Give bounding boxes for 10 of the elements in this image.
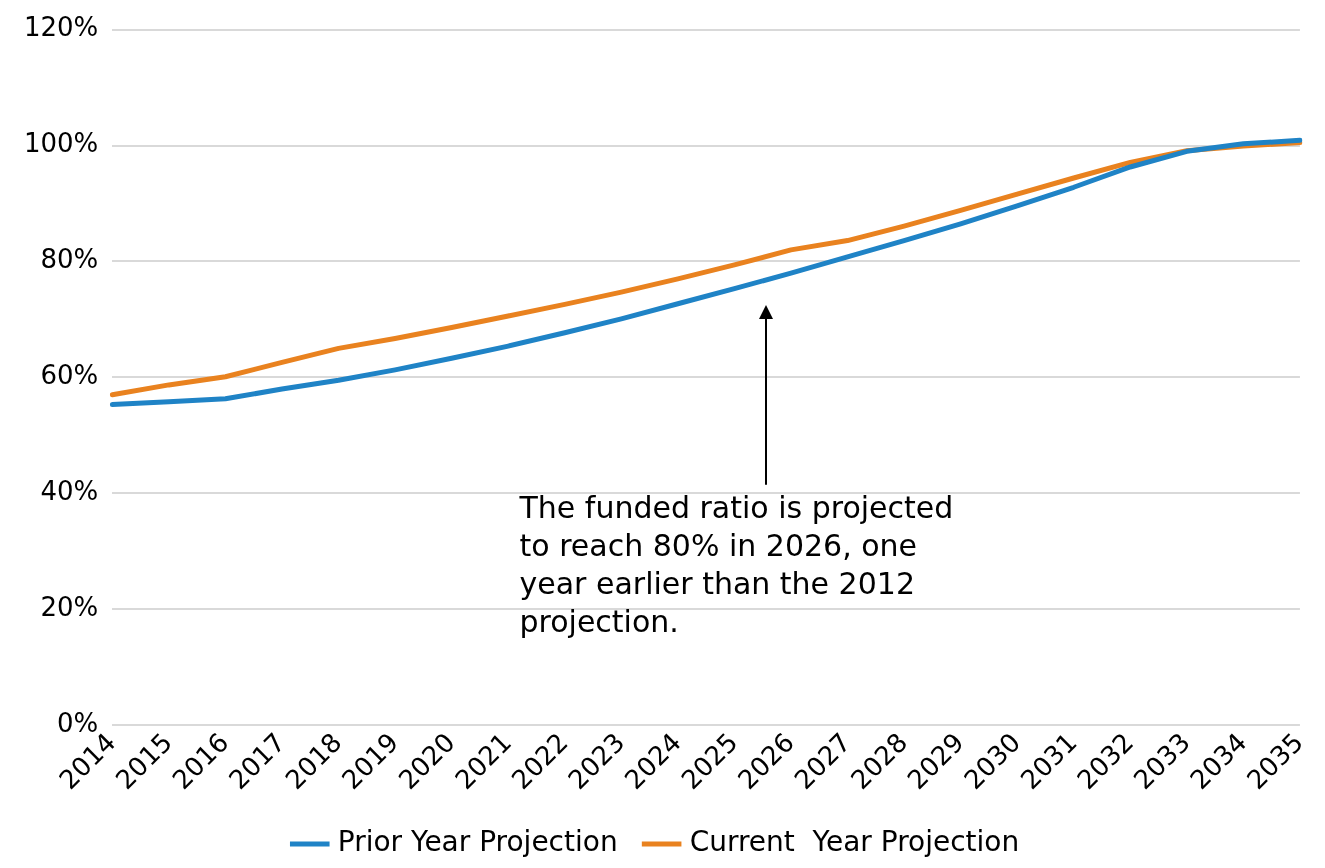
y-tick-label: 60% [40,360,99,391]
annotation: The funded ratio is projected to reach 80% in 2026, one year earlier than the 2012 projection. [519,489,955,642]
y-tick-label: 20% [40,591,99,622]
legend-label: Current Year Projection [689,825,1020,859]
y-tick-label: 100% [23,128,99,159]
legend-label: Prior Year Projection [337,825,618,859]
y-tick-label: 120% [23,12,99,43]
y-tick-label: 80% [40,244,99,275]
y-tick-label: 40% [40,476,99,507]
y-tick-label: 0% [57,707,99,738]
